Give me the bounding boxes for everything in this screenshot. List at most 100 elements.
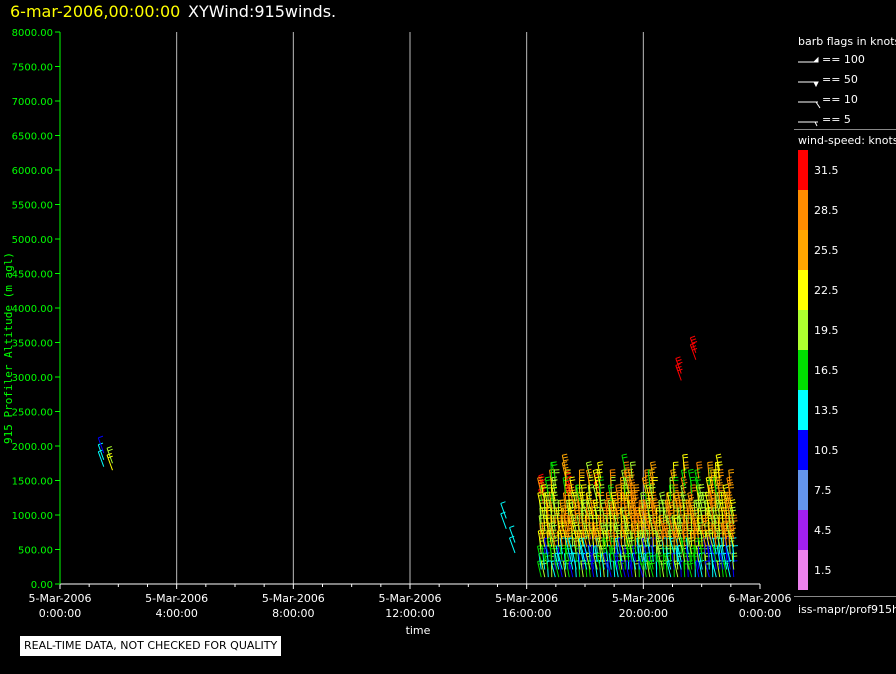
barb-staff: [675, 545, 679, 562]
x-tick-label-date: 5-Mar-2006: [29, 592, 92, 605]
barb-flag: [581, 487, 587, 489]
legend-divider: [794, 129, 896, 130]
x-tick-label-time: 12:00:00: [385, 607, 434, 620]
barb-staff: [605, 530, 609, 547]
barb-staff: [562, 492, 567, 509]
wind-barb: [624, 468, 632, 487]
barb-flag: [538, 532, 544, 535]
barb-staff: [596, 470, 602, 487]
barb-flag: [730, 506, 736, 509]
barb-staff: [551, 531, 556, 547]
barb-staff: [671, 515, 675, 532]
barb-flag: [563, 562, 569, 565]
barb-flag: [640, 491, 646, 494]
barb-flag: [542, 486, 548, 489]
barb-staff: [630, 492, 633, 509]
flag-10-icon: [815, 101, 821, 109]
barb-staff: [593, 553, 598, 570]
y-tick-label: 0.00: [31, 580, 53, 591]
barb-flag: [727, 482, 734, 485]
wind-barb: [106, 446, 113, 464]
wind-barb: [624, 521, 631, 540]
wind-barb: [723, 559, 730, 578]
barb-staff: [596, 553, 602, 570]
wind-barb: [633, 484, 640, 502]
barb-staff: [579, 493, 584, 509]
barb-staff: [599, 500, 605, 517]
barb-flag: [688, 494, 694, 497]
barb-staff: [707, 545, 710, 562]
barb-staff: [698, 561, 703, 578]
y-tick-label: 7500.00: [12, 63, 53, 74]
barb-staff: [709, 500, 714, 517]
barb-staff: [634, 508, 640, 525]
barb-staff: [585, 553, 591, 570]
barb-staff: [720, 523, 724, 540]
barb-staff: [557, 553, 563, 570]
y-tick-label: 500.00: [18, 546, 53, 557]
barb-staff: [638, 508, 644, 525]
barb-flag: [563, 459, 569, 462]
barb-flag: [696, 461, 702, 464]
barb-staff: [638, 553, 644, 570]
barb-flag: [562, 453, 568, 456]
barb-flag: [570, 519, 576, 523]
barb-staff: [611, 500, 616, 517]
y-tick-label: 5500.00: [12, 201, 53, 212]
barb-flag: [717, 482, 723, 485]
barb-flag: [632, 491, 638, 494]
barb-flag: [690, 335, 696, 339]
barb-staff: [562, 561, 567, 578]
barb-staff: [626, 545, 630, 562]
barb-flag: [715, 453, 722, 456]
barb-staff: [652, 500, 658, 517]
wind-barb: [680, 491, 687, 509]
barb-staff: [652, 515, 658, 532]
barb-flag: [540, 479, 546, 482]
barb-flag: [588, 476, 594, 479]
barb-flag: [667, 499, 673, 502]
wind-barb: [656, 552, 663, 570]
barb-staff: [548, 492, 553, 509]
x-tick-label-date: 5-Mar-2006: [612, 592, 675, 605]
colorbar-swatch: [798, 550, 808, 590]
wind-barb: [561, 461, 569, 479]
barb-flag: [625, 532, 631, 535]
barb-flag: [634, 487, 640, 489]
barb-staff: [715, 455, 721, 471]
barb-flag: [586, 468, 592, 471]
barb-staff: [713, 530, 717, 547]
wind-barb: [682, 453, 689, 471]
barb-staff: [509, 537, 516, 554]
barb-staff: [675, 365, 682, 381]
y-tick-label: 7000.00: [12, 97, 53, 108]
barb-flag: [724, 562, 730, 565]
barb-staff: [675, 358, 682, 374]
barb-flag: [538, 482, 544, 485]
barb-flag: [646, 484, 652, 487]
barb-staff: [594, 546, 598, 562]
wind-barb: [728, 469, 735, 487]
wind-barb: [705, 560, 711, 578]
colorbar-label: 22.5: [814, 284, 839, 297]
barb-flag: [709, 532, 715, 535]
barb-staff: [582, 538, 588, 555]
barb-staff: [627, 470, 633, 487]
barb-staff: [590, 546, 595, 562]
barb-staff: [641, 477, 647, 494]
barb-legend-item: == 5: [822, 113, 851, 126]
wind-barb: [722, 491, 730, 509]
barb-staff: [592, 485, 598, 502]
colorbar-label: 16.5: [814, 364, 839, 377]
x-tick-label-time: 0:00:00: [39, 607, 81, 620]
barb-staff: [713, 477, 717, 494]
wind-barb: [726, 544, 732, 563]
title-plot-name: XYWind:915winds.: [188, 2, 337, 21]
wind-barb: [585, 461, 593, 479]
barb-flag: [677, 529, 683, 532]
wind-barb: [578, 469, 585, 487]
wind-barb: [729, 499, 736, 517]
barb-flag: [688, 502, 694, 505]
barb-staff: [628, 508, 633, 525]
barb-flag: [622, 456, 628, 459]
